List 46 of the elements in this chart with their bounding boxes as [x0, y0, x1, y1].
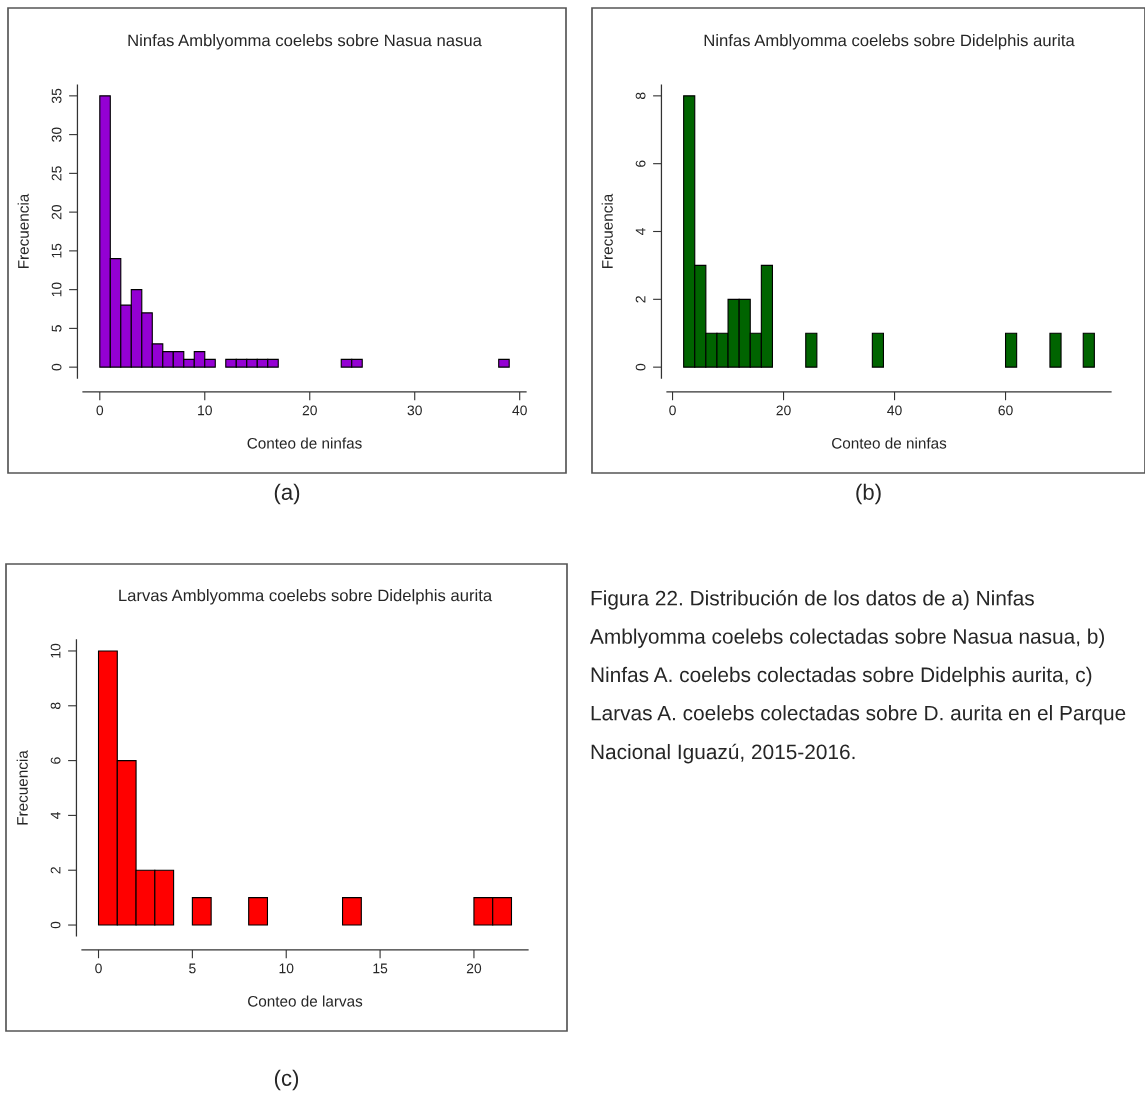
y-tick-label: 25: [51, 166, 62, 181]
x-tick-label: 15: [373, 963, 388, 974]
y-tick-label: 4: [635, 228, 646, 236]
chart-title: Larvas Amblyomma coelebs sobre Didelphis aurita: [119, 589, 493, 605]
x-tick-label: 20: [302, 405, 317, 416]
y-tick-label: 5: [51, 325, 62, 332]
y-tick-label: 4: [50, 811, 61, 819]
x-axis-title: Conteo de ninfas: [832, 437, 947, 449]
y-axis-title: Frecuencia: [16, 750, 28, 825]
y-tick-label: 8: [50, 702, 61, 710]
x-tick-label: 40: [512, 405, 527, 416]
x-tick-label: 40: [887, 405, 902, 416]
y-tick-label: 6: [635, 160, 646, 167]
x-tick-label: 20: [466, 963, 482, 974]
x-tick-label: 0: [95, 963, 102, 974]
y-tick-label: 30: [51, 127, 62, 142]
y-axis-title: Frecuencia: [601, 193, 613, 269]
y-tick-label: 0: [51, 363, 62, 371]
y-tick-label: 10: [50, 643, 61, 658]
x-tick-label: 5: [189, 963, 196, 974]
y-tick-label: 15: [51, 243, 62, 258]
text: (a): [274, 483, 300, 505]
x-axis-title: Conteo de larvas: [248, 995, 363, 1007]
y-axis-title: Frecuencia: [17, 193, 29, 269]
x-tick-label: 20: [776, 405, 791, 416]
x-tick-label: 60: [998, 405, 1013, 416]
x-tick-label: 0: [669, 405, 676, 416]
x-tick-label: 30: [407, 405, 422, 416]
text: (c): [274, 1069, 299, 1091]
y-tick-label: 35: [51, 88, 62, 104]
text: (b): [856, 483, 881, 505]
x-tick-label: 0: [96, 405, 104, 416]
y-tick-label: 10: [51, 282, 62, 297]
y-tick-label: 0: [635, 363, 646, 371]
y-tick-label: 0: [50, 921, 61, 929]
chart-title: Ninfas Amblyomma coelebs sobre Didelphis aurita: [704, 34, 1075, 50]
x-axis-title: Conteo de ninfas: [247, 437, 362, 449]
x-tick-label: 10: [198, 405, 212, 416]
y-tick-label: 2: [635, 296, 646, 303]
y-tick-label: 2: [50, 867, 61, 874]
y-tick-label: 6: [50, 757, 61, 764]
text: Figura 22. Distribución de los datos de a) Ninfas Amblyomma coelebs colectadas sobre Nasua nasua, b) Ninfas A. coelebs colectadas sobre Didelphis aurita, c) Larvas A. coelebs colectadas sobre D. aurita en el Parque Nacional Iguazú, 2015-2016.: [590, 590, 1126, 764]
x-tick-label: 10: [279, 963, 294, 974]
y-tick-label: 8: [635, 92, 646, 100]
y-tick-label: 20: [51, 204, 62, 220]
chart-title: Ninfas Amblyomma coelebs sobre Nasua nasua: [128, 34, 482, 50]
